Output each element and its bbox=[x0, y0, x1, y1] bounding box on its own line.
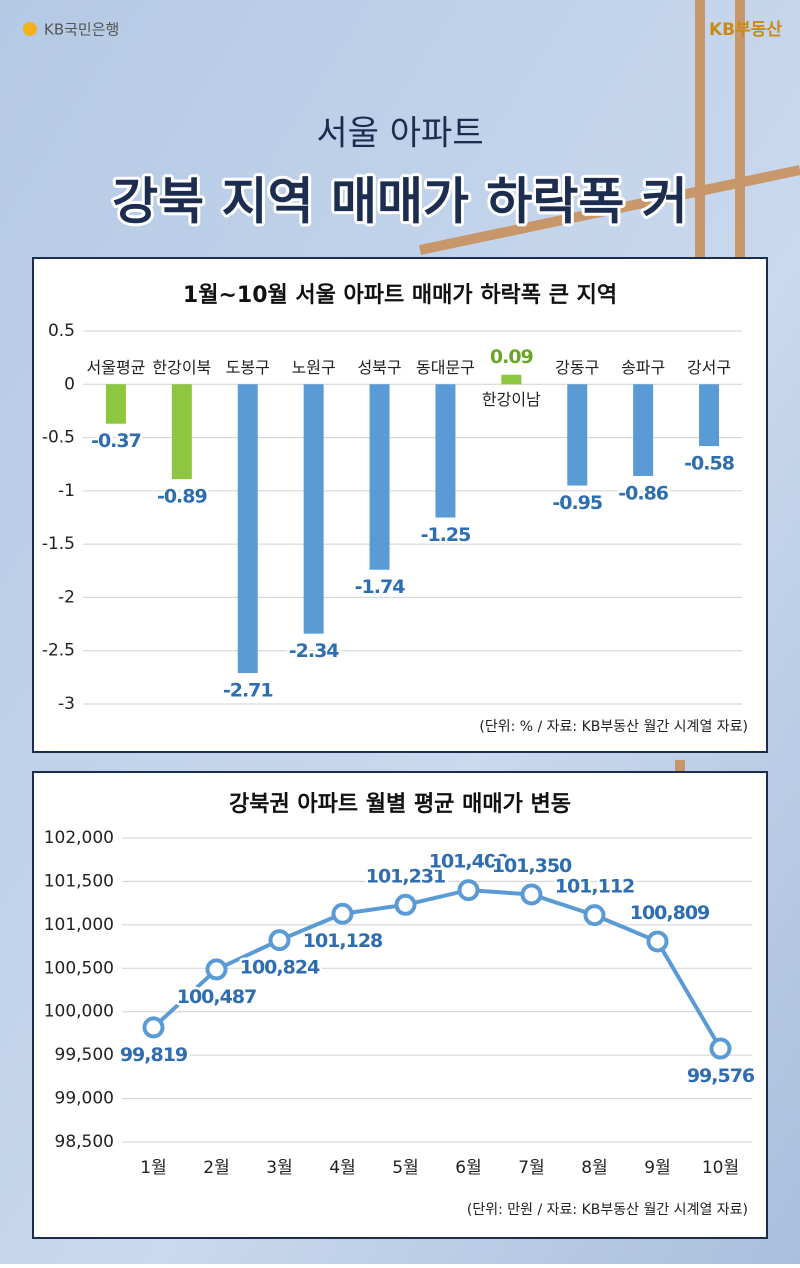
data-label: -1.74 bbox=[355, 576, 406, 598]
point bbox=[394, 893, 417, 916]
y-tick-label: 100,500 bbox=[44, 958, 114, 978]
y-tick-label: 0.5 bbox=[48, 321, 75, 341]
data-label: 101,128 bbox=[303, 930, 383, 952]
bar bbox=[501, 374, 522, 385]
data-label: -0.89 bbox=[157, 486, 207, 508]
chart-title: 1월~10월 서울 아파트 매매가 하락폭 큰 지역 bbox=[183, 283, 617, 308]
logo-right: KB부동산 bbox=[709, 20, 782, 40]
point bbox=[583, 904, 606, 927]
x-tick-label: 8월 bbox=[581, 1158, 607, 1178]
charts: 1월~10월 서울 아파트 매매가 하락폭 큰 지역 0.5 0 -0.5 -1 -1.5… bbox=[42, 283, 759, 1218]
point bbox=[142, 1016, 165, 1039]
bar bbox=[369, 384, 390, 570]
y-tick-label: 100,000 bbox=[44, 1002, 114, 1022]
bar bbox=[435, 384, 456, 518]
x-tick-label: 한강이남 bbox=[482, 390, 541, 409]
point bbox=[709, 1037, 732, 1060]
bar bbox=[171, 384, 192, 480]
data-label: -0.37 bbox=[91, 430, 141, 452]
bar bbox=[303, 384, 324, 634]
data-label: 99,576 bbox=[687, 1065, 755, 1087]
data-label: 101,231 bbox=[366, 865, 446, 887]
bar bbox=[633, 384, 654, 476]
y-tick-label: -3 bbox=[58, 694, 75, 714]
y-tick-label: -2 bbox=[58, 587, 75, 607]
y-tick-label: -1 bbox=[58, 481, 75, 501]
x-tick-label: 강동구 bbox=[555, 358, 599, 377]
point bbox=[457, 879, 480, 902]
data-label: 100,487 bbox=[177, 986, 257, 1008]
data-label: -1.25 bbox=[421, 524, 471, 546]
y-tick-label: -0.5 bbox=[42, 428, 75, 448]
x-tick-label: 도봉구 bbox=[226, 358, 270, 377]
data-label: -2.71 bbox=[223, 680, 273, 702]
crane bbox=[418, 0, 800, 775]
x-tick-label: 1월 bbox=[140, 1158, 166, 1178]
x-tick-label: 서울평균 bbox=[87, 358, 146, 377]
x-tick-label: 송파구 bbox=[621, 358, 665, 377]
y-tick-label: 98,500 bbox=[55, 1132, 114, 1152]
data-label: 101,350 bbox=[492, 855, 572, 877]
x-tick-label: 6월 bbox=[455, 1158, 481, 1178]
data-label: 101,400 bbox=[429, 851, 509, 873]
y-tick-label: 102,000 bbox=[44, 828, 114, 848]
data-label: -0.95 bbox=[552, 492, 602, 514]
note: (단위: 만원 / 자료: KB부동산 월간 시계열 자료) bbox=[467, 1202, 748, 1218]
panel bbox=[32, 771, 768, 1239]
bar bbox=[237, 384, 258, 674]
point bbox=[331, 902, 354, 925]
line bbox=[152, 888, 723, 1050]
x-tick-label: 3월 bbox=[266, 1158, 292, 1178]
x-tick-label: 한강이북 bbox=[152, 358, 211, 377]
bar bbox=[699, 384, 720, 447]
y-tick-label: -1.5 bbox=[42, 534, 75, 554]
x-tick-label: 10월 bbox=[702, 1158, 739, 1178]
data-label: 99,819 bbox=[120, 1044, 187, 1066]
y-tick-label: -2.5 bbox=[42, 641, 75, 661]
x-tick-label: 동대문구 bbox=[416, 358, 475, 377]
y-tick-label: 101,500 bbox=[44, 871, 114, 891]
data-label: -0.58 bbox=[684, 453, 735, 475]
point bbox=[520, 883, 543, 906]
y-tick-label: 99,000 bbox=[55, 1089, 114, 1109]
subtitle: 서울 아파트 bbox=[316, 114, 483, 154]
title: 강북 지역 매매가 하락폭 커 bbox=[112, 173, 688, 231]
x-tick-label: 9월 bbox=[644, 1158, 670, 1178]
x-tick-label: 강서구 bbox=[687, 358, 731, 377]
logo-left: KB국민은행 bbox=[44, 21, 119, 39]
bar bbox=[105, 384, 126, 424]
data-label: -2.34 bbox=[289, 640, 340, 662]
data-label: 100,809 bbox=[630, 902, 710, 924]
data-label: 101,112 bbox=[555, 876, 635, 898]
y-tick-label: 0 bbox=[64, 374, 75, 394]
panel bbox=[32, 257, 768, 753]
bar bbox=[567, 384, 588, 486]
chart-title: 강북권 아파트 월별 평균 매매가 변동 bbox=[229, 792, 571, 817]
x-tick-label: 성북구 bbox=[357, 358, 401, 377]
data-label: 100,824 bbox=[240, 957, 320, 979]
y-tick-label: 99,500 bbox=[55, 1045, 114, 1065]
x-tick-label: 4월 bbox=[329, 1158, 355, 1178]
x-tick-label: 2월 bbox=[203, 1158, 229, 1178]
point bbox=[205, 958, 228, 981]
data-label: -0.86 bbox=[618, 482, 669, 504]
data-label: 0.09 bbox=[490, 346, 533, 368]
x-tick-label: 노원구 bbox=[292, 358, 336, 377]
point bbox=[646, 930, 669, 953]
point bbox=[268, 929, 291, 952]
x-tick-label: 7월 bbox=[518, 1158, 544, 1178]
y-tick-label: 101,000 bbox=[44, 915, 114, 935]
x-tick-label: 5월 bbox=[392, 1158, 418, 1178]
logo-icon bbox=[23, 22, 37, 36]
note: (단위: % / 자료: KB부동산 월간 시계열 자료) bbox=[479, 719, 748, 735]
